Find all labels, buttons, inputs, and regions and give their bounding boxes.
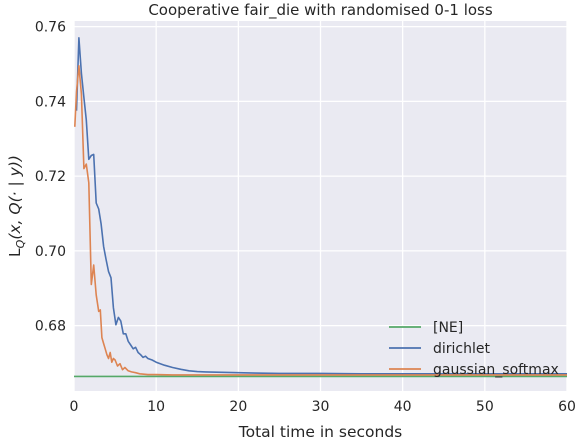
- legend-label: dirichlet: [433, 341, 490, 357]
- y-tick-label: 0.68: [35, 319, 66, 335]
- series-line-dirichlet: [75, 36, 567, 375]
- x-axis-ticks: 0 10 20 30 40 50 60: [70, 399, 576, 415]
- x-tick-label: 50: [476, 399, 494, 415]
- series-lines: [74, 36, 567, 378]
- y-axis-label: LQ(x, Q(· | y)): [6, 155, 27, 257]
- x-tick-label: 30: [312, 399, 330, 415]
- y-axis-ticks: 0.68 0.70 0.72 0.74 0.76: [35, 20, 66, 335]
- series-line-gaussian-softmax: [74, 65, 567, 376]
- x-axis-label: Total time in seconds: [238, 423, 402, 441]
- x-tick-label: 0: [70, 399, 79, 415]
- y-tick-label: 0.72: [35, 169, 66, 185]
- x-tick-label: 20: [229, 399, 247, 415]
- legend-label: [NE]: [433, 320, 463, 336]
- x-tick-label: 60: [558, 399, 576, 415]
- legend-label: gaussian_softmax: [433, 362, 559, 378]
- legend: [NE] dirichlet gaussian_softmax: [389, 320, 559, 378]
- grid-lines: [73, 21, 568, 391]
- chart-title: Cooperative fair_die with randomised 0-1…: [148, 1, 493, 20]
- x-tick-label: 10: [147, 399, 165, 415]
- y-tick-label: 0.70: [35, 244, 66, 260]
- y-tick-label: 0.74: [35, 94, 66, 110]
- x-tick-label: 40: [394, 399, 412, 415]
- y-tick-label: 0.76: [35, 20, 66, 36]
